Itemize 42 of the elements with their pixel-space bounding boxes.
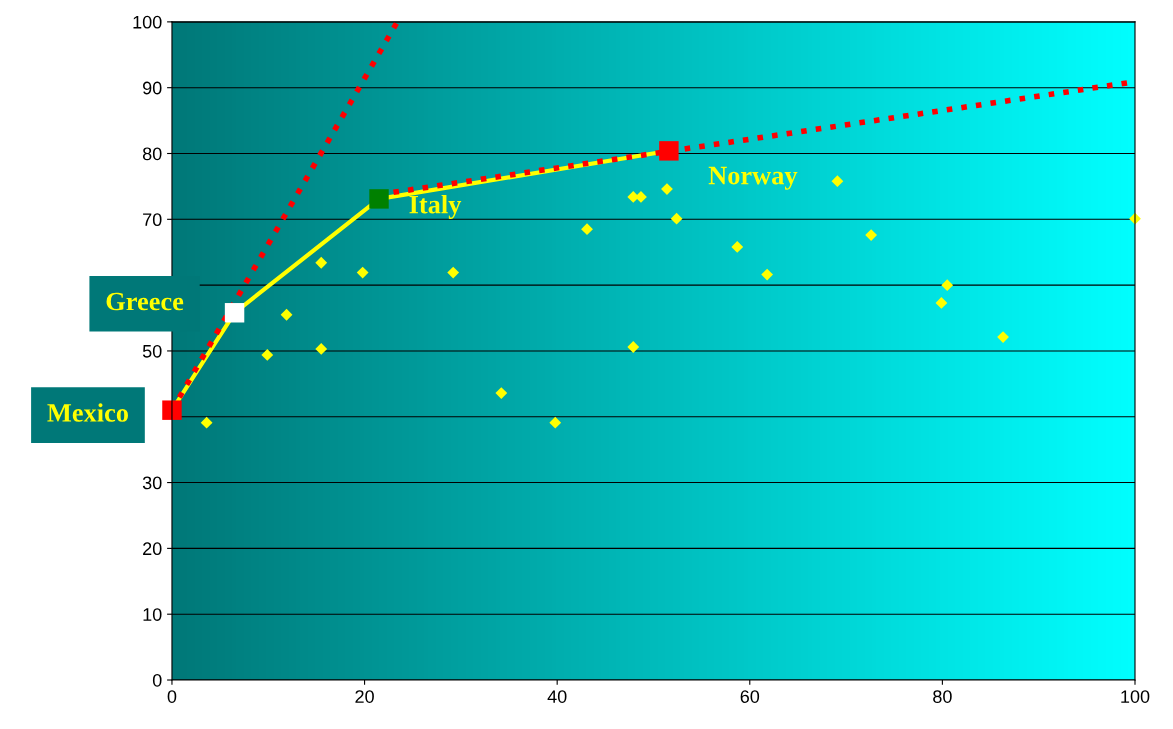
point — [200, 416, 213, 429]
point — [549, 416, 562, 429]
y-tick-label: 0 — [152, 673, 162, 687]
point — [261, 349, 274, 361]
y-tick-label: 90 — [143, 81, 162, 95]
x-tick-label: 100 — [1121, 690, 1150, 703]
y-tick-label: 10 — [143, 608, 162, 621]
x-tick-label: 40 — [547, 690, 567, 703]
point — [315, 256, 328, 269]
y-tick-label: 30 — [142, 476, 162, 490]
point — [831, 175, 844, 188]
point — [731, 241, 744, 253]
point — [941, 279, 954, 292]
point — [315, 343, 328, 355]
annotation: Mexico — [47, 403, 128, 422]
x-tick-label: 60 — [740, 690, 760, 703]
point — [369, 189, 389, 209]
point — [224, 303, 245, 323]
point — [280, 308, 293, 321]
point — [670, 212, 683, 225]
y-tick-label: 20 — [143, 542, 162, 556]
y-tick-label: 80 — [142, 147, 162, 161]
x-tick-label: 20 — [355, 690, 374, 703]
x-tick-label: 80 — [933, 690, 952, 703]
point — [495, 387, 508, 399]
y-tick-label: 100 — [133, 15, 162, 29]
point — [865, 229, 878, 241]
point — [447, 266, 460, 279]
point — [581, 223, 593, 236]
annotation: Norway — [708, 166, 798, 190]
point — [997, 331, 1009, 344]
y-tick-label: 70 — [143, 213, 162, 227]
point — [659, 141, 679, 161]
annotation: Italy — [409, 194, 462, 219]
point — [356, 266, 369, 279]
annotation: Greece — [106, 292, 184, 311]
point — [162, 400, 182, 420]
point — [935, 297, 948, 309]
point — [627, 341, 640, 353]
y-tick-label: 50 — [142, 344, 162, 358]
point — [761, 268, 774, 281]
x-tick-label: 0 — [167, 690, 177, 703]
